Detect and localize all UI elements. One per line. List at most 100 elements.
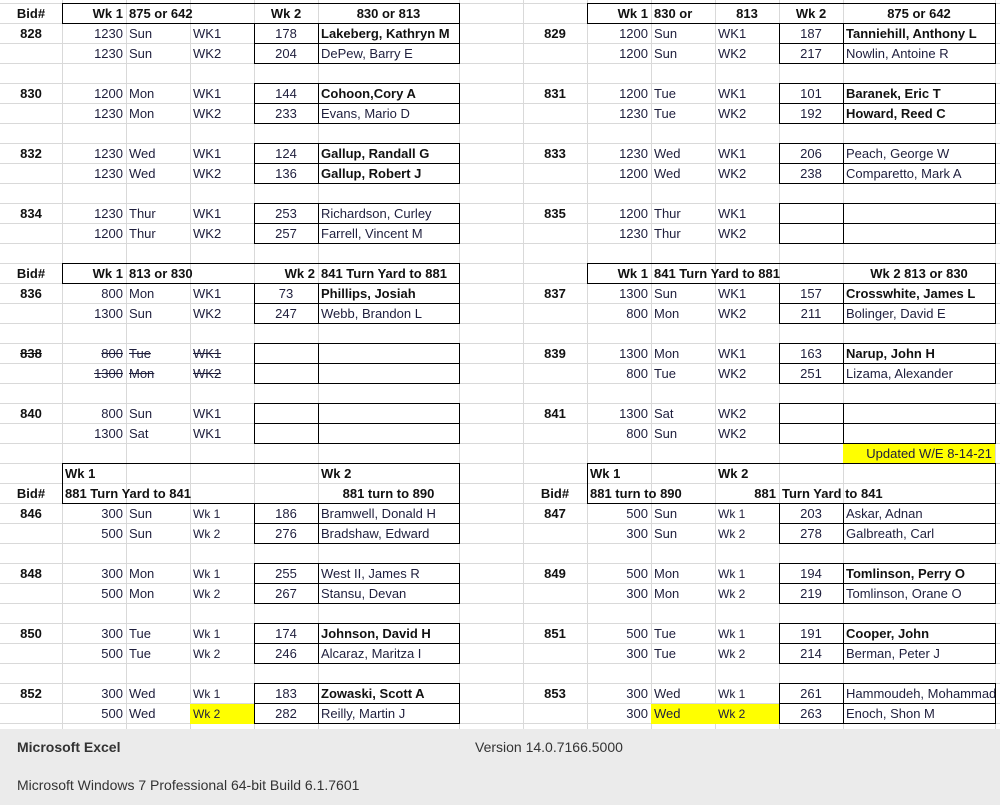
bid-number[interactable]: 853 (544, 686, 566, 701)
bid-number[interactable]: 850 (20, 626, 42, 641)
week-label[interactable]: WK2 (718, 306, 747, 321)
employee-id[interactable]: 255 (275, 566, 297, 581)
week-label[interactable]: Wk 2 (718, 527, 746, 541)
shift-time[interactable]: 1230 (94, 166, 123, 181)
shift-time[interactable]: 1200 (619, 166, 648, 181)
employee-name[interactable] (318, 364, 459, 384)
employee-id[interactable]: 204 (275, 46, 297, 61)
spreadsheet-grid[interactable]: Bid# Wk 1 875 or 642 Wk 2 830 or 813 Wk 1 830 … (0, 0, 1000, 729)
bid-number[interactable]: 848 (20, 566, 42, 581)
shift-day[interactable]: Thur (654, 226, 681, 241)
employee-name[interactable]: Gallup, Randall G (321, 146, 430, 161)
employee-id[interactable] (254, 404, 318, 424)
week-label[interactable]: Wk 1 (718, 507, 746, 521)
employee-id[interactable]: 186 (275, 506, 297, 521)
shift-time[interactable]: 500 (101, 526, 123, 541)
shift-day[interactable]: Mon (654, 306, 680, 321)
wk2-route-header[interactable]: Wk 2 813 or 830 (870, 266, 968, 281)
wk1-route-header[interactable]: 881 turn to 890 (590, 486, 682, 501)
week-label[interactable]: WK2 (193, 166, 222, 181)
shift-day[interactable]: Sun (129, 306, 153, 321)
wk2-header[interactable]: Wk 2 (795, 6, 827, 21)
week-label[interactable]: WK1 (718, 206, 747, 221)
shift-day[interactable]: Mon (129, 566, 155, 581)
shift-day[interactable]: Sun (654, 286, 678, 301)
shift-time[interactable]: 1200 (619, 206, 648, 221)
employee-name[interactable] (843, 204, 995, 224)
wk2-route-header[interactable]: 881 turn to 890 (342, 486, 435, 501)
shift-time[interactable]: 1300 (94, 366, 123, 381)
employee-name[interactable]: Tomlinson, Perry O (846, 566, 965, 581)
employee-id[interactable]: 174 (275, 626, 297, 641)
wk1-route-header[interactable]: 875 or 642 (129, 6, 193, 21)
wk1-header[interactable]: Wk 1 (92, 6, 123, 21)
wk1-header[interactable]: Wk 1 (617, 266, 648, 281)
employee-id[interactable]: 251 (800, 366, 822, 381)
shift-time[interactable]: 300 (626, 646, 648, 661)
week-label[interactable]: WK2 (193, 226, 222, 241)
bid-number[interactable]: 849 (544, 566, 566, 581)
week-label[interactable]: WK2 (718, 166, 747, 181)
shift-time[interactable]: 1230 (619, 146, 648, 161)
shift-time[interactable]: 300 (101, 686, 123, 701)
shift-day[interactable]: Wed (654, 146, 681, 161)
week-label[interactable]: WK1 (193, 426, 222, 441)
employee-id[interactable] (779, 404, 843, 424)
shift-time[interactable]: 300 (101, 506, 123, 521)
week-label[interactable]: WK1 (193, 346, 222, 361)
employee-id[interactable]: 144 (275, 86, 297, 101)
employee-name[interactable]: Baranek, Eric T (846, 86, 941, 101)
employee-name[interactable]: Lakeberg, Kathryn M (321, 26, 450, 41)
employee-name[interactable]: Farrell, Vincent M (321, 226, 423, 241)
employee-id[interactable]: 253 (275, 206, 297, 221)
employee-id[interactable] (254, 364, 318, 384)
shift-day[interactable]: Tue (654, 106, 676, 121)
week-label[interactable]: WK1 (718, 346, 747, 361)
wk1-route-header[interactable]: 830 or (654, 6, 693, 21)
bid-header[interactable]: Bid# (16, 486, 46, 501)
bid-header[interactable]: Bid# (16, 266, 46, 281)
shift-time[interactable]: 500 (101, 706, 123, 721)
bid-number[interactable]: 831 (544, 86, 566, 101)
shift-day[interactable]: Sat (129, 426, 149, 441)
week-label[interactable]: Wk 2 (193, 527, 221, 541)
shift-time[interactable]: 1200 (94, 226, 123, 241)
shift-day[interactable]: Mon (654, 346, 680, 361)
week-label[interactable]: WK2 (193, 366, 222, 381)
bid-number[interactable]: 836 (20, 286, 42, 301)
employee-name[interactable]: Bolinger, David E (846, 306, 946, 321)
bid-number[interactable]: 851 (544, 626, 566, 641)
wk2-route-header[interactable]: 830 or 813 (356, 6, 421, 21)
shift-day[interactable]: Sun (654, 426, 678, 441)
shift-day[interactable]: Tue (654, 366, 676, 381)
wk1-header[interactable]: Wk 1 (617, 6, 648, 21)
shift-time[interactable]: 1300 (619, 286, 648, 301)
week-label[interactable]: WK2 (718, 406, 747, 421)
shift-time[interactable]: 500 (626, 506, 648, 521)
bid-number[interactable]: 828 (20, 26, 42, 41)
shift-day[interactable]: Sat (654, 406, 674, 421)
shift-time[interactable]: 300 (626, 686, 648, 701)
shift-time[interactable]: 1230 (619, 226, 648, 241)
shift-time[interactable]: 300 (626, 586, 648, 601)
wk1-header[interactable]: Wk 1 (590, 466, 621, 481)
employee-name[interactable] (318, 424, 459, 444)
employee-name[interactable]: Crosswhite, James L (846, 286, 976, 301)
employee-name[interactable]: Reilly, Martin J (321, 706, 406, 721)
shift-time[interactable]: 800 (626, 426, 648, 441)
week-label[interactable]: WK1 (718, 86, 747, 101)
shift-time[interactable]: 1230 (94, 46, 123, 61)
week-label[interactable]: WK2 (718, 106, 747, 121)
week-label[interactable]: WK2 (718, 46, 747, 61)
employee-id[interactable]: 157 (800, 286, 822, 301)
wk2-route-header[interactable]: 875 or 642 (887, 6, 951, 21)
employee-name[interactable]: West II, James R (321, 566, 420, 581)
wk1-route-header[interactable]: 813 (736, 6, 758, 21)
week-label[interactable]: WK2 (193, 306, 222, 321)
shift-time[interactable]: 800 (626, 366, 648, 381)
bid-number[interactable]: 839 (544, 346, 566, 361)
bid-number[interactable]: 841 (544, 406, 566, 421)
employee-id[interactable]: 187 (800, 26, 822, 41)
bid-number[interactable]: 832 (20, 146, 42, 161)
shift-time[interactable]: 500 (101, 586, 123, 601)
